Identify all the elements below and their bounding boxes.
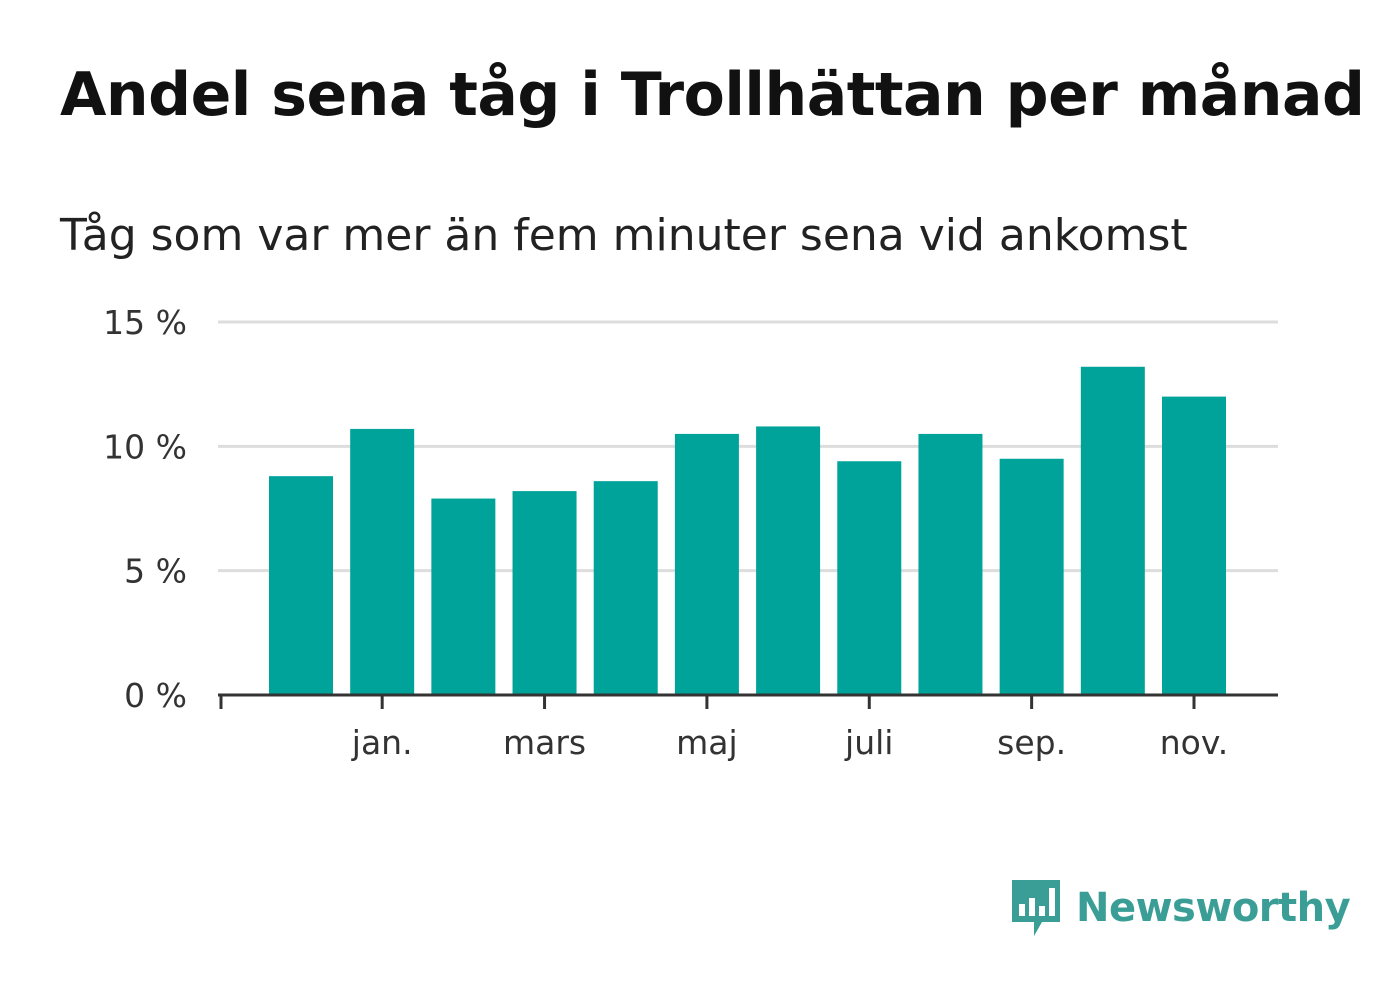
bar-feb <box>431 498 496 695</box>
y-tick-label: 10 % <box>103 427 187 466</box>
y-tick-label: 15 % <box>103 303 187 342</box>
x-tick-label: maj <box>676 723 738 762</box>
x-tick-label: juli <box>844 723 893 762</box>
bar-aug <box>918 433 983 695</box>
bar-juni <box>756 426 821 695</box>
x-axis-labels: jan. mars maj juli sep. nov. <box>351 723 1228 762</box>
bar-okt <box>1080 366 1145 695</box>
x-tick-label: jan. <box>351 723 413 762</box>
newsworthy-logo-icon <box>1012 880 1060 936</box>
x-tick-label: mars <box>503 723 586 762</box>
newsworthy-brand: Newsworthy <box>1010 876 1351 940</box>
x-axis <box>218 693 1278 709</box>
bar-nov <box>1162 396 1226 695</box>
y-axis-labels: 0 % 5 % 10 % 15 % <box>103 303 187 715</box>
y-tick-label: 5 % <box>124 552 187 591</box>
bar-maj <box>674 433 739 695</box>
bar-jan <box>350 428 415 695</box>
bar-apr <box>593 481 658 695</box>
x-tick-label: sep. <box>997 723 1066 762</box>
bar-mars <box>512 491 577 695</box>
chart-subtitle: Tåg som var mer än fem minuter sena vid … <box>60 210 1188 261</box>
brand-name: Newsworthy <box>1076 885 1351 931</box>
bar-juli <box>837 461 902 695</box>
bar-dec <box>269 476 333 695</box>
bars <box>269 366 1226 695</box>
chart-title: Andel sena tåg i Trollhättan per månad <box>60 60 1365 130</box>
x-tick-label: nov. <box>1160 723 1229 762</box>
y-tick-label: 0 % <box>124 676 187 715</box>
bar-sep <box>999 458 1064 695</box>
